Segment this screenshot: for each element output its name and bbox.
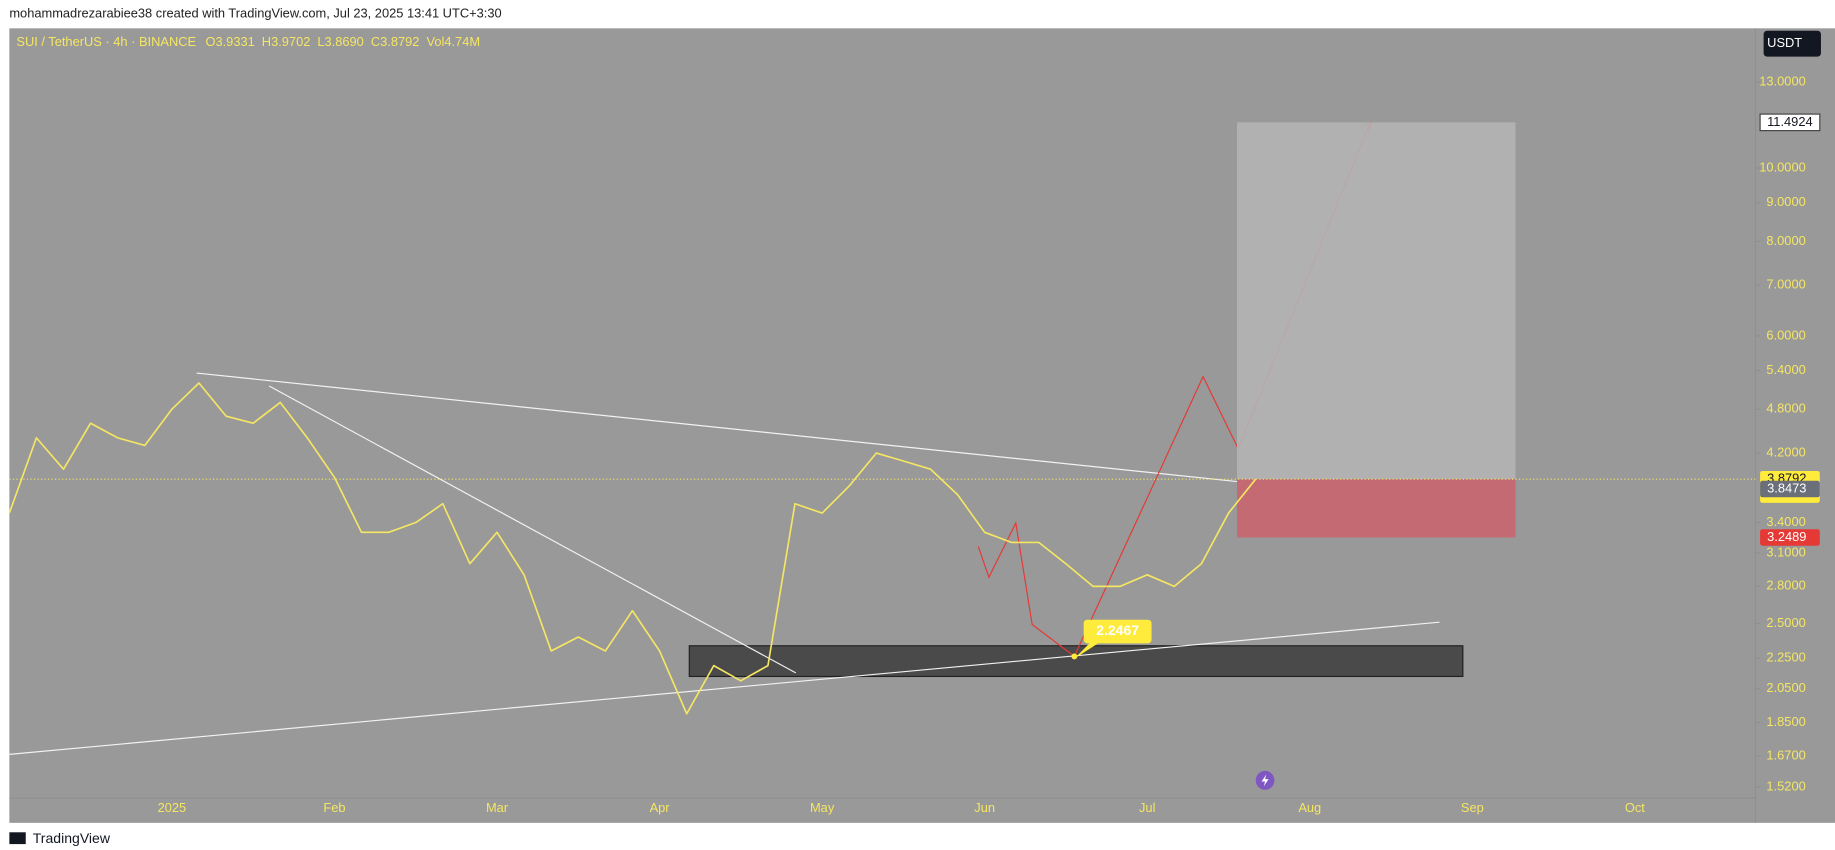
x-tick-label: 2025 — [158, 800, 187, 815]
x-tick-label: Jul — [1139, 800, 1155, 815]
x-tick-label: Sep — [1461, 800, 1484, 815]
y-tick-label: 1.6700 — [1766, 748, 1805, 763]
x-tick-label: May — [810, 800, 835, 815]
target-price-label: 11.4924 — [1767, 114, 1813, 129]
x-tick-label: Oct — [1625, 800, 1645, 815]
y-tick-label: 3.1000 — [1766, 544, 1805, 559]
legend-value: L3.8690 — [317, 34, 363, 49]
legend-symbol: SUI / TetherUS · 4h · BINANCE — [16, 34, 196, 49]
y-tick-label: 3.4000 — [1766, 514, 1805, 529]
y-tick-label: 2.0500 — [1766, 680, 1805, 695]
target-zone — [1236, 122, 1516, 480]
annotation-pointer — [1074, 642, 1101, 659]
y-tick-label: 9.0000 — [1766, 194, 1805, 209]
annotation-box — [1083, 619, 1152, 644]
y-tick-label: 7.0000 — [1766, 277, 1805, 292]
currency-label[interactable]: USDT — [1767, 35, 1802, 50]
footer-text: TradingView — [33, 830, 111, 846]
price-line — [8, 382, 1257, 715]
x-tick-label: Jun — [974, 800, 995, 815]
y-tick-label: 6.0000 — [1766, 327, 1805, 342]
stop-zone — [1236, 479, 1516, 538]
y-tick-label: 2.8000 — [1766, 578, 1805, 593]
stop-price-label: 3.2489 — [1767, 529, 1806, 544]
legend-value: Vol4.74M — [426, 34, 480, 49]
legend-value: H3.9702 — [262, 34, 311, 49]
event-icon-bolt — [1261, 774, 1269, 787]
x-tick-label: Aug — [1298, 800, 1321, 815]
y-tick-label: 5.4000 — [1766, 362, 1805, 377]
y-tick-label: 13.0000 — [1759, 73, 1805, 88]
y-tick-label: 2.2500 — [1766, 650, 1805, 665]
currency-button[interactable] — [1763, 30, 1821, 57]
y-tick-label: 1.5200 — [1766, 778, 1805, 793]
trend-line — [196, 372, 1239, 483]
ma-price-label: 3.8473 — [1767, 480, 1806, 495]
y-tick-label: 8.0000 — [1766, 233, 1805, 248]
ma-price-label-box — [1760, 480, 1820, 498]
x-tick-label: Feb — [323, 800, 345, 815]
header-text: mohammadrezarabiee38 created with Tradin… — [9, 6, 501, 21]
y-tick-label: 4.8000 — [1766, 401, 1805, 416]
x-tick-label: Apr — [650, 800, 671, 815]
target-price-box — [1759, 113, 1821, 132]
projection-path — [977, 124, 1370, 658]
y-tick-label: 10.0000 — [1759, 159, 1805, 174]
x-tick-label: Mar — [486, 800, 509, 815]
logo — [9, 832, 26, 845]
y-tick-label: 2.5000 — [1766, 615, 1805, 630]
annotation-anchor — [1071, 653, 1078, 660]
trend-line — [268, 385, 797, 674]
annotation-label: 2.2467 — [1096, 622, 1139, 638]
y-tick-label: 1.8500 — [1766, 714, 1805, 729]
chart-area — [9, 28, 1835, 823]
legend-value: O3.9331 — [205, 34, 254, 49]
plot — [8, 121, 1756, 755]
stop-price-label-box — [1760, 529, 1820, 546]
legend-value: C3.8792 — [371, 34, 420, 49]
trend-line — [9, 621, 1440, 755]
demand-zone — [688, 645, 1464, 678]
y-tick-label: 4.2000 — [1766, 444, 1805, 459]
